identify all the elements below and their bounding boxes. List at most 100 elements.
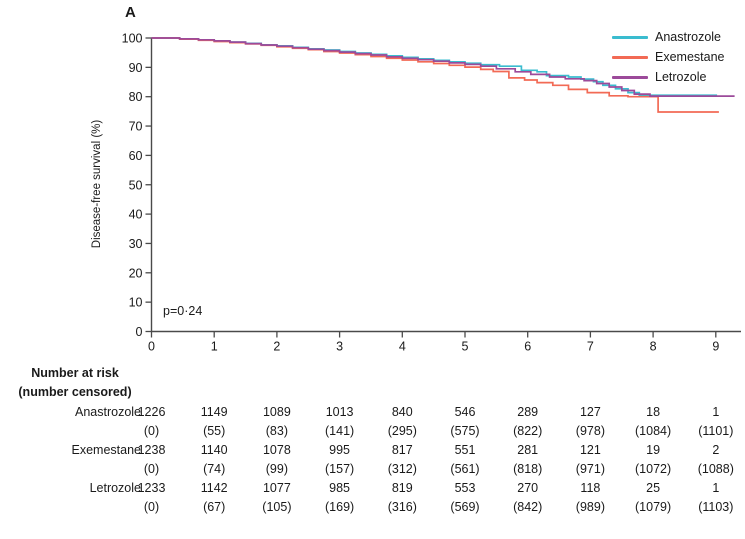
legend-item: Anastrozole: [612, 27, 745, 47]
risk-at-risk-value: 1013: [325, 405, 354, 419]
risk-at-risk-value: 2: [712, 443, 720, 457]
risk-at-risk-value: 817: [391, 443, 413, 457]
risk-table-header-line1: Number at risk: [31, 366, 119, 380]
risk-censored-value: (157): [325, 462, 355, 476]
risk-censored-value: (312): [387, 462, 417, 476]
y-tick-label: 0: [136, 325, 143, 339]
risk-censored-value: (169): [325, 500, 355, 514]
risk-at-risk-value: 1: [712, 481, 720, 495]
risk-censored-value: (575): [450, 424, 480, 438]
legend-swatch-line: [612, 35, 648, 39]
risk-at-risk-value: 289: [517, 405, 539, 419]
x-tick-label: 9: [712, 340, 719, 354]
risk-censored-value: (0): [143, 500, 160, 514]
risk-at-risk-value: 1140: [200, 443, 228, 457]
risk-censored-value: (842): [513, 500, 543, 514]
risk-at-risk-value: 1077: [262, 481, 291, 495]
risk-censored-value: (1079): [635, 500, 672, 514]
risk-at-risk-value: 1089: [262, 405, 291, 419]
risk-at-risk-value: 1226: [137, 405, 166, 419]
risk-censored-value: (316): [387, 500, 417, 514]
risk-censored-value: (971): [575, 462, 605, 476]
risk-censored-value: (569): [450, 500, 480, 514]
legend-swatch-line: [612, 75, 648, 79]
risk-censored-value: (0): [143, 462, 160, 476]
risk-table-header: Number at risk (number censored): [2, 364, 148, 402]
risk-at-risk-value: 840: [391, 405, 413, 419]
x-tick-label: 7: [587, 340, 594, 354]
risk-censored-value: (822): [513, 424, 543, 438]
risk-at-risk-value: 281: [517, 443, 539, 457]
y-tick-label: 50: [129, 178, 143, 192]
x-tick-label: 6: [524, 340, 531, 354]
risk-at-risk-value: 819: [391, 481, 413, 495]
risk-at-risk-value: 995: [329, 443, 351, 457]
risk-at-risk-value: 19: [646, 443, 661, 457]
risk-censored-value: (1088): [697, 462, 734, 476]
risk-censored-value: (989): [575, 500, 605, 514]
y-tick-label: 100: [122, 32, 143, 46]
risk-at-risk-value: 127: [579, 405, 601, 419]
y-tick-label: 40: [129, 208, 143, 222]
risk-censored-value: (1072): [635, 462, 672, 476]
risk-censored-value: (83): [265, 424, 288, 438]
risk-at-risk-value: 985: [329, 481, 351, 495]
x-tick-label: 2: [273, 340, 280, 354]
x-tick-label: 4: [399, 340, 406, 354]
survival-curve-letrozole: [151, 37, 735, 97]
legend: Anastrozole Exemestane Letrozole: [612, 27, 745, 87]
risk-at-risk-value: 1078: [262, 443, 291, 457]
risk-at-risk-value: 270: [517, 481, 539, 495]
legend-item-label: Letrozole: [655, 70, 707, 84]
risk-at-risk-value: 18: [646, 405, 661, 419]
risk-censored-value: (818): [513, 462, 543, 476]
x-tick-label: 1: [211, 340, 218, 354]
risk-censored-value: (141): [325, 424, 355, 438]
y-tick-label: 60: [129, 149, 143, 163]
risk-censored-value: (0): [143, 424, 160, 438]
risk-at-risk-value: 551: [454, 443, 476, 457]
survival-chart: 0 10 20 30 40 50 60 70 80 90 100 0 1 2 3 4 5 6 7 8 9: [122, 32, 741, 354]
legend-item-label: Exemestane: [655, 50, 725, 64]
risk-censored-value: (978): [575, 424, 605, 438]
legend-item-label: Anastrozole: [655, 30, 722, 44]
risk-censored-value: (105): [262, 500, 292, 514]
x-tick-label: 3: [336, 340, 343, 354]
risk-censored-value: (295): [387, 424, 417, 438]
y-tick-label: 70: [129, 120, 143, 134]
risk-censored-value: (1084): [635, 424, 672, 438]
x-tick-label: 5: [462, 340, 469, 354]
risk-at-risk-value: 121: [579, 443, 601, 457]
y-tick-label: 90: [129, 61, 143, 75]
legend-item: Exemestane: [612, 47, 745, 67]
x-tick-label: 8: [650, 340, 657, 354]
risk-at-risk-value: 1149: [200, 405, 228, 419]
y-tick-label: 10: [129, 296, 143, 310]
risk-censored-value: (74): [203, 462, 226, 476]
x-tick-label: 0: [148, 340, 155, 354]
risk-row-label: Letrozole: [89, 481, 141, 495]
legend-item: Letrozole: [612, 67, 745, 87]
risk-at-risk-value: 1233: [137, 481, 166, 495]
risk-censored-value: (55): [203, 424, 226, 438]
risk-censored-value: (99): [265, 462, 288, 476]
risk-censored-value: (67): [203, 500, 226, 514]
y-axis-title: Disease-free survival (%): [91, 119, 103, 249]
risk-row-label: Exemestane: [71, 443, 141, 457]
p-value-annotation: p=0·24: [163, 304, 203, 318]
y-tick-label: 20: [129, 266, 143, 280]
risk-censored-value: (1101): [698, 424, 734, 438]
risk-at-risk-value: 118: [580, 481, 601, 495]
panel-label: A: [125, 4, 136, 21]
risk-at-risk-value: 553: [454, 481, 476, 495]
risk-table-header-line2: (number censored): [18, 385, 132, 399]
risk-at-risk-value: 1238: [137, 443, 166, 457]
risk-at-risk-value: 546: [454, 405, 476, 419]
y-tick-label: 80: [129, 90, 143, 104]
risk-at-risk-value: 1142: [200, 481, 228, 495]
risk-at-risk-value: 1: [712, 405, 720, 419]
y-tick-label: 30: [129, 237, 143, 251]
risk-censored-value: (1103): [698, 500, 734, 514]
risk-row-label: Anastrozole: [74, 405, 141, 419]
